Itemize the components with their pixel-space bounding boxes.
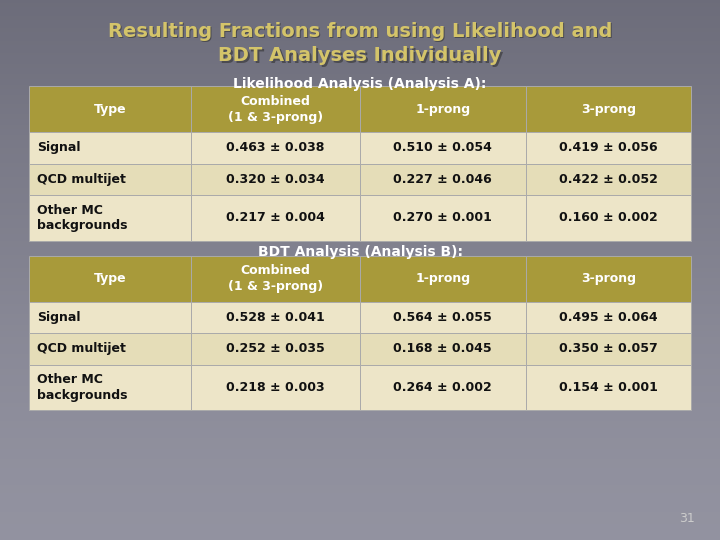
Text: 0.528 ± 0.041: 0.528 ± 0.041: [226, 311, 325, 324]
Text: 31: 31: [679, 512, 695, 525]
Bar: [29, 86, 191, 132]
Text: 1-prong: 1-prong: [415, 272, 470, 286]
Text: Resulting Fractions from using Likelihood and: Resulting Fractions from using Likelihoo…: [109, 23, 613, 42]
Text: 0.564 ± 0.055: 0.564 ± 0.055: [393, 311, 492, 324]
Text: 3-prong: 3-prong: [581, 272, 636, 286]
Text: 0.168 ± 0.045: 0.168 ± 0.045: [394, 342, 492, 355]
Bar: [360, 86, 526, 132]
Text: 0.154 ± 0.001: 0.154 ± 0.001: [559, 381, 658, 394]
Bar: [360, 333, 526, 365]
Text: 0.264 ± 0.002: 0.264 ± 0.002: [393, 381, 492, 394]
Bar: [191, 164, 360, 195]
Bar: [360, 256, 526, 302]
Text: 1-prong: 1-prong: [415, 103, 470, 116]
Bar: [526, 132, 691, 164]
Text: Combined
(1 & 3-prong): Combined (1 & 3-prong): [228, 95, 323, 124]
Bar: [360, 302, 526, 333]
Text: Likelihood Analysis (Analysis A):: Likelihood Analysis (Analysis A):: [233, 77, 487, 91]
Text: Type: Type: [94, 103, 126, 116]
Bar: [29, 132, 191, 164]
Text: BDT Analyses Individually: BDT Analyses Individually: [220, 48, 503, 66]
Bar: [526, 302, 691, 333]
Bar: [360, 195, 526, 241]
Text: 0.227 ± 0.046: 0.227 ± 0.046: [393, 173, 492, 186]
Text: 3-prong: 3-prong: [581, 103, 636, 116]
Text: 0.270 ± 0.001: 0.270 ± 0.001: [393, 211, 492, 225]
Bar: [29, 302, 191, 333]
Text: Resulting Fractions from using Likelihood and: Resulting Fractions from using Likelihoo…: [108, 22, 612, 40]
Bar: [29, 256, 191, 302]
Text: 0.419 ± 0.056: 0.419 ± 0.056: [559, 141, 657, 154]
Text: QCD multijet: QCD multijet: [37, 342, 126, 355]
Bar: [526, 364, 691, 410]
Text: Combined
(1 & 3-prong): Combined (1 & 3-prong): [228, 265, 323, 293]
Bar: [526, 164, 691, 195]
Bar: [191, 364, 360, 410]
Bar: [191, 333, 360, 365]
Text: 0.218 ± 0.003: 0.218 ± 0.003: [226, 381, 325, 394]
Bar: [191, 302, 360, 333]
Text: BDT Analyses Individually: BDT Analyses Individually: [218, 46, 502, 65]
Text: 0.320 ± 0.034: 0.320 ± 0.034: [226, 173, 325, 186]
Bar: [29, 333, 191, 365]
Bar: [191, 86, 360, 132]
Bar: [360, 164, 526, 195]
Bar: [29, 164, 191, 195]
Text: 0.510 ± 0.054: 0.510 ± 0.054: [393, 141, 492, 154]
Text: 0.463 ± 0.038: 0.463 ± 0.038: [226, 141, 325, 154]
Bar: [191, 195, 360, 241]
Text: QCD multijet: QCD multijet: [37, 173, 126, 186]
Text: 0.350 ± 0.057: 0.350 ± 0.057: [559, 342, 658, 355]
Text: 0.422 ± 0.052: 0.422 ± 0.052: [559, 173, 658, 186]
Text: 0.495 ± 0.064: 0.495 ± 0.064: [559, 311, 657, 324]
Text: 0.160 ± 0.002: 0.160 ± 0.002: [559, 211, 658, 225]
Text: Signal: Signal: [37, 311, 81, 324]
Text: Other MC
backgrounds: Other MC backgrounds: [37, 373, 128, 402]
Bar: [191, 256, 360, 302]
Text: 0.217 ± 0.004: 0.217 ± 0.004: [226, 211, 325, 225]
Text: Signal: Signal: [37, 141, 81, 154]
Bar: [29, 364, 191, 410]
Bar: [29, 195, 191, 241]
Bar: [526, 195, 691, 241]
Bar: [360, 132, 526, 164]
Bar: [360, 364, 526, 410]
Text: Other MC
backgrounds: Other MC backgrounds: [37, 204, 128, 232]
Text: Type: Type: [94, 272, 126, 286]
Bar: [526, 256, 691, 302]
Text: BDT Analysis (Analysis B):: BDT Analysis (Analysis B):: [258, 245, 462, 259]
Text: 0.252 ± 0.035: 0.252 ± 0.035: [226, 342, 325, 355]
Bar: [191, 132, 360, 164]
Bar: [526, 86, 691, 132]
Bar: [526, 333, 691, 365]
